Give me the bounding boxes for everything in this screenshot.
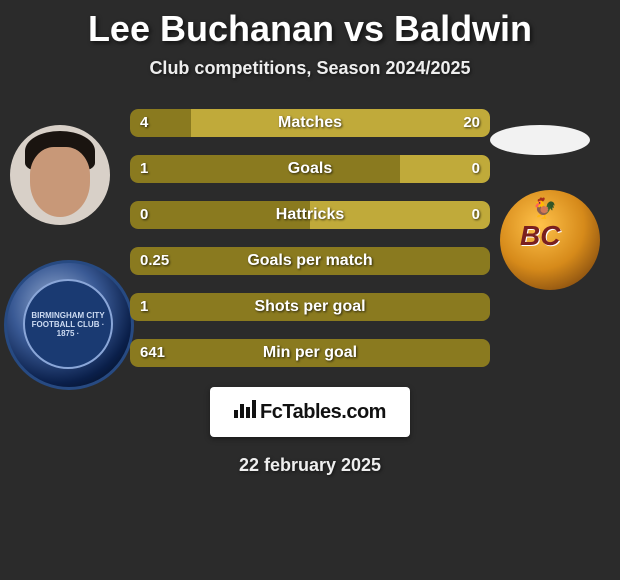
stat-bar-track: 0.25 Goals per match [130, 247, 490, 275]
stat-value-left: 0.25 [140, 247, 169, 275]
stat-row: 1 Shots per goal [130, 293, 490, 321]
stat-label: Goals per match [247, 247, 372, 275]
stat-value-right: 20 [463, 109, 480, 137]
stat-label: Matches [278, 109, 342, 137]
stat-value-right: 0 [472, 201, 480, 229]
stat-row: 1 0 Goals [130, 155, 490, 183]
stat-bar-track: 641 Min per goal [130, 339, 490, 367]
stat-label: Shots per goal [254, 293, 365, 321]
stat-row: 0 0 Hattricks [130, 201, 490, 229]
stat-label: Hattricks [276, 201, 344, 229]
stat-value-left: 641 [140, 339, 165, 367]
branding-text: FcTables.com [260, 401, 386, 423]
stat-value-left: 4 [140, 109, 148, 137]
subtitle: Club competitions, Season 2024/2025 [0, 58, 620, 79]
stat-row: 641 Min per goal [130, 339, 490, 367]
stat-bar-track: 1 0 Goals [130, 155, 490, 183]
bars-icon [234, 400, 256, 418]
stat-value-right: 0 [472, 155, 480, 183]
stats-container: 4 20 Matches 1 0 Goals 0 0 Hattricks 0.25 Goals pe… [0, 109, 620, 367]
stat-row: 0.25 Goals per match [130, 247, 490, 275]
stat-bar-track: 4 20 Matches [130, 109, 490, 137]
stat-row: 4 20 Matches [130, 109, 490, 137]
branding-box: FcTables.com [210, 387, 410, 437]
stat-value-left: 1 [140, 293, 148, 321]
stat-bar-track: 1 Shots per goal [130, 293, 490, 321]
stat-label: Min per goal [263, 339, 357, 367]
page-title: Lee Buchanan vs Baldwin [0, 0, 620, 50]
stat-value-left: 1 [140, 155, 148, 183]
stat-value-left: 0 [140, 201, 148, 229]
stat-label: Goals [288, 155, 332, 183]
stat-bar-track: 0 0 Hattricks [130, 201, 490, 229]
date-text: 22 february 2025 [0, 455, 620, 476]
stat-bar-left [130, 155, 400, 183]
